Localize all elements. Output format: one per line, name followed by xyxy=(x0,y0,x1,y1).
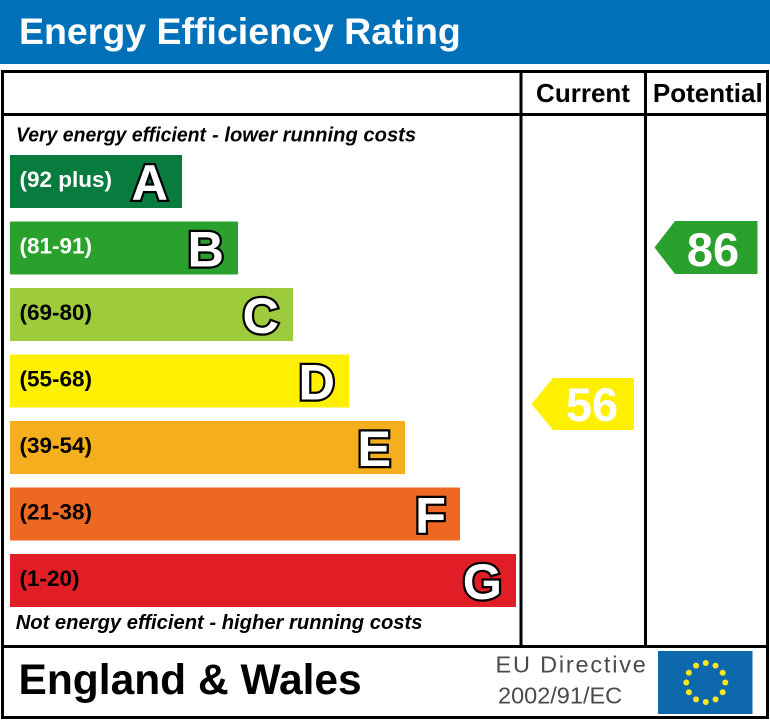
svg-text:Current: Current xyxy=(536,78,630,108)
svg-text:(69-80): (69-80) xyxy=(20,300,93,325)
svg-text:Potential: Potential xyxy=(653,78,763,108)
svg-text:F: F xyxy=(415,487,446,544)
svg-text:D: D xyxy=(299,354,335,411)
svg-text:E: E xyxy=(357,420,391,477)
svg-text:(92 plus): (92 plus) xyxy=(20,167,113,192)
svg-text:C: C xyxy=(243,287,279,344)
svg-text:(39-54): (39-54) xyxy=(20,433,93,458)
svg-text:England & Wales: England & Wales xyxy=(19,657,362,704)
svg-text:Energy Efficiency Rating: Energy Efficiency Rating xyxy=(19,10,461,52)
svg-text:B: B xyxy=(188,221,224,278)
svg-text:EU Directive: EU Directive xyxy=(496,652,648,678)
svg-text:Not energy efficient - higher: Not energy efficient - higher running co… xyxy=(16,612,423,634)
svg-text:A: A xyxy=(132,154,168,211)
svg-text:(21-38): (21-38) xyxy=(20,500,93,525)
svg-text:(55-68): (55-68) xyxy=(20,367,93,392)
svg-text:2002/91/EC: 2002/91/EC xyxy=(498,683,622,709)
svg-text:(1-20): (1-20) xyxy=(20,566,80,591)
svg-text:G: G xyxy=(463,553,502,610)
svg-text:56: 56 xyxy=(566,378,618,431)
svg-text:(81-91): (81-91) xyxy=(20,234,93,259)
svg-text:86: 86 xyxy=(687,223,739,276)
svg-text:- lower running costs: - lower running costs xyxy=(212,125,416,147)
svg-text:Very energy efficient: Very energy efficient xyxy=(16,125,207,147)
